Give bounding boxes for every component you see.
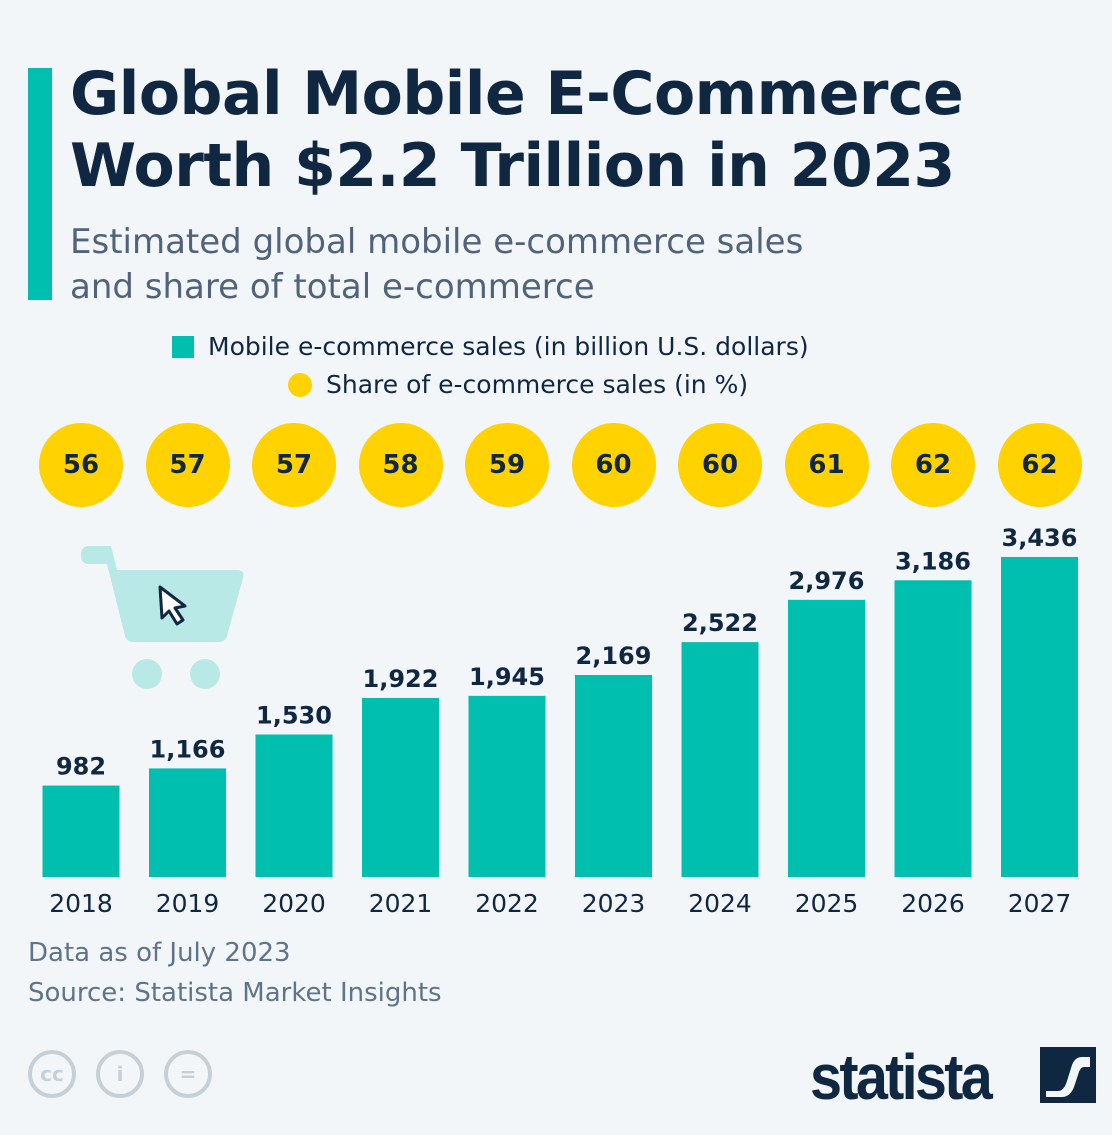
subtitle-line-2: and share of total e-commerce	[70, 267, 595, 307]
bar-2027	[1001, 557, 1078, 877]
shopping-cart-icon	[81, 546, 244, 689]
legend-item-sales: Mobile e-commerce sales (in billion U.S.…	[172, 332, 809, 361]
bar-2024	[681, 642, 759, 877]
data-label-2018: 982	[56, 753, 106, 781]
footer-source: Source: Statista Market Insights	[28, 978, 442, 1008]
legend-label-sales: Mobile e-commerce sales (in billion U.S.…	[208, 332, 809, 361]
cc-license-icon[interactable]: cc	[28, 1050, 76, 1098]
share-circle-2020: 57	[252, 423, 336, 507]
data-label-2024: 2,522	[682, 609, 758, 637]
chart-title: Global Mobile E-Commerce Worth $2.2 Tril…	[70, 58, 964, 202]
bar-2019	[149, 768, 226, 877]
data-label-2023: 2,169	[576, 642, 652, 670]
x-tick-2027: 2027	[1008, 889, 1072, 918]
bar-2018	[42, 785, 120, 877]
x-tick-2023: 2023	[582, 889, 646, 918]
x-tick-2018: 2018	[49, 889, 113, 918]
legend-swatch-sales	[172, 335, 194, 358]
data-label-2027: 3,436	[1002, 524, 1078, 552]
chart-subtitle: Estimated global mobile e-commerce sales…	[70, 220, 970, 310]
share-circle-2024: 60	[678, 423, 762, 507]
share-circle-2022: 59	[465, 423, 549, 507]
bar-2026	[894, 580, 972, 877]
x-tick-2026: 2026	[901, 889, 965, 918]
data-label-2025: 2,976	[789, 567, 865, 595]
data-label-2026: 3,186	[895, 547, 971, 575]
data-label-2021: 1,922	[363, 665, 439, 693]
subtitle-line-1: Estimated global mobile e-commerce sales	[70, 222, 804, 262]
x-tick-2019: 2019	[156, 889, 220, 918]
bar-2025	[788, 599, 865, 877]
bar-2022	[468, 695, 546, 877]
statista-logo-mark	[1040, 1047, 1096, 1103]
share-circle-2025: 61	[784, 423, 869, 507]
x-tick-2024: 2024	[688, 889, 752, 918]
share-circle-2019: 57	[145, 423, 230, 507]
bar-chart: 982 2018 1,166 2019 1,530 2020 1,922 2021 1,945 2…	[42, 524, 1078, 918]
x-tick-2020: 2020	[262, 889, 326, 918]
accent-bar	[28, 68, 52, 300]
attribution-icon[interactable]: i	[96, 1050, 144, 1098]
bar-2020	[255, 734, 333, 877]
x-tick-2022: 2022	[475, 889, 539, 918]
data-label-2022: 1,945	[469, 663, 545, 691]
statista-logo: statista	[810, 1041, 993, 1113]
title-line-2: Worth $2.2 Trillion in 2023	[70, 131, 955, 201]
share-circle-2018: 56	[39, 423, 123, 507]
x-tick-2025: 2025	[795, 889, 859, 918]
share-circle-2021: 58	[358, 423, 443, 507]
legend-label-share: Share of e-commerce sales (in %)	[326, 370, 749, 399]
data-label-2020: 1,530	[256, 702, 332, 730]
footer-note: Data as of July 2023	[28, 938, 291, 968]
cursor-icon	[158, 585, 187, 626]
legend-item-share: Share of e-commerce sales (in %)	[288, 370, 748, 399]
legend-swatch-share	[288, 372, 312, 397]
bar-2023	[575, 674, 652, 877]
no-derivatives-icon[interactable]: =	[164, 1050, 212, 1098]
data-label-2019: 1,166	[150, 735, 226, 763]
bar-2021	[362, 698, 439, 877]
share-circle-2023: 60	[571, 423, 656, 507]
title-line-1: Global Mobile E-Commerce	[70, 59, 964, 129]
x-tick-2021: 2021	[369, 889, 433, 918]
share-circle-2026: 62	[891, 423, 975, 507]
share-circle-2027: 62	[997, 423, 1082, 507]
